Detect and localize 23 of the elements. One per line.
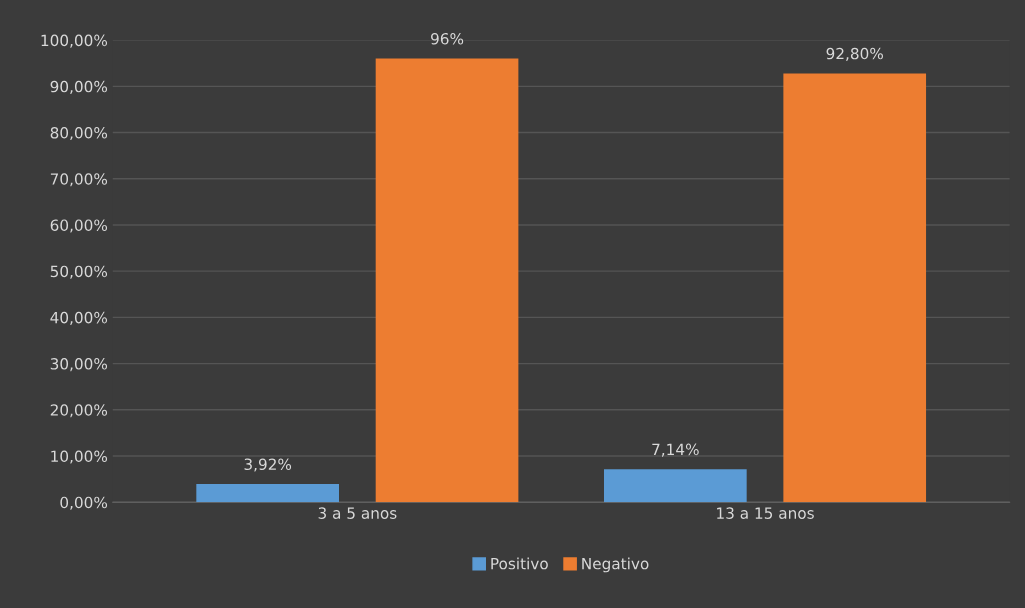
y-tick-label: 0,00% (60, 496, 108, 510)
y-tick-label: 60,00% (50, 219, 108, 233)
data-label: 92,80% (826, 47, 883, 61)
y-tick-label: 20,00% (50, 404, 108, 418)
y-tick-label: 80,00% (50, 127, 108, 141)
data-label: 96% (431, 32, 464, 45)
y-tick-label: 30,00% (50, 358, 108, 372)
data-label: 7,14% (652, 443, 699, 457)
y-tick-label: 50,00% (50, 265, 108, 279)
y-tick-label: 90,00% (50, 80, 108, 94)
x-tick-label: 3 a 5 anos (318, 507, 397, 519)
bar (603, 469, 747, 503)
y-tick-label: 10,00% (51, 450, 108, 464)
y-tick-label: 40,00% (50, 311, 108, 325)
bar (375, 58, 519, 503)
bar (196, 484, 340, 503)
legend-label: Negativo (582, 557, 649, 573)
x-tick-label: 13 a 15 anos (717, 507, 814, 519)
y-tick-label: 70,00% (50, 173, 108, 187)
legend-label: Positivo (491, 557, 548, 570)
y-tick-label: 100,00% (41, 34, 108, 48)
bar (783, 73, 927, 503)
data-label: 3,92% (244, 458, 292, 472)
